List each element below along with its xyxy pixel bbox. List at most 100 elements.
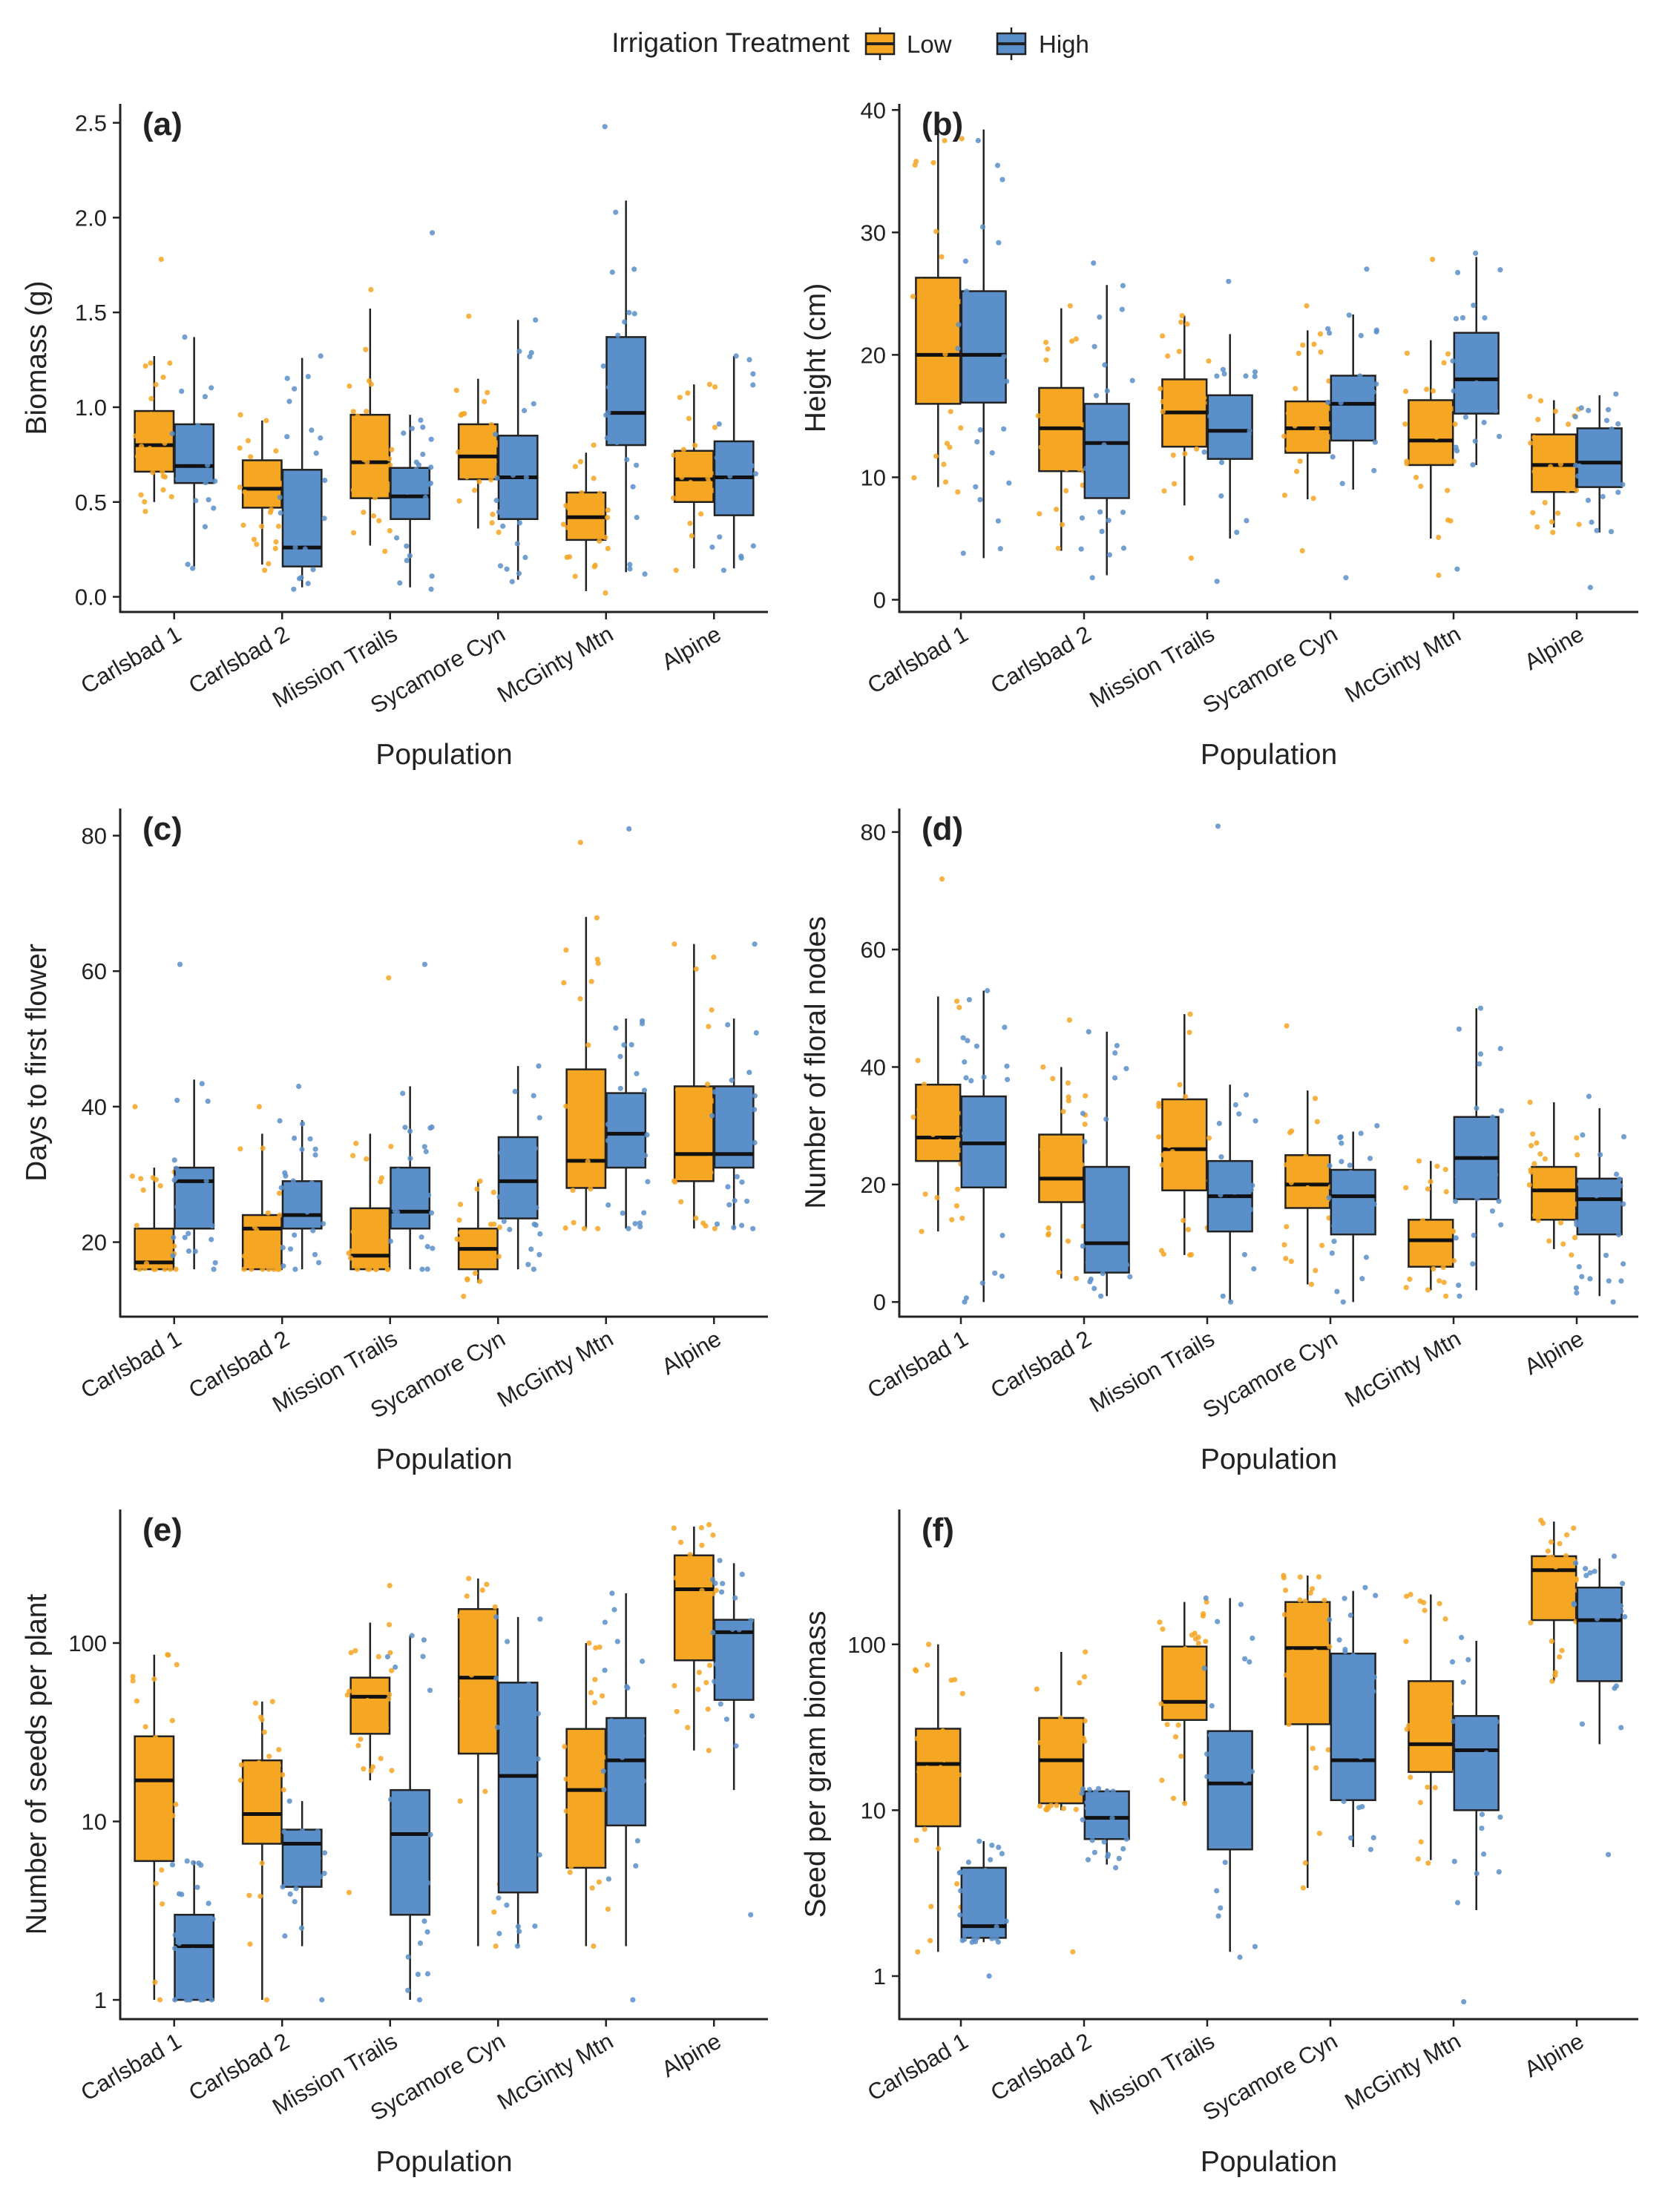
panel-a-low-box-3[interactable] xyxy=(347,286,395,554)
panel-d-low-box-6[interactable] xyxy=(1526,1099,1582,1258)
data-point xyxy=(602,1668,608,1673)
panel-e-high-box-1[interactable] xyxy=(169,1858,216,2003)
data-point xyxy=(179,388,185,395)
panel-c-high-box-4[interactable] xyxy=(496,1063,543,1272)
panel-e-low-box-6[interactable] xyxy=(671,1521,719,1754)
panel-b-low-box-3[interactable] xyxy=(1158,313,1212,562)
panel-a-high-box-6[interactable] xyxy=(709,353,759,573)
panel-c-x-tick-label: Carlsbad 1 xyxy=(76,1326,185,1403)
panel-f-high-box-3[interactable] xyxy=(1201,1595,1258,1961)
data-point xyxy=(370,1705,375,1711)
legend-item-high[interactable]: High xyxy=(994,27,1089,61)
panel-d-low-box-3[interactable] xyxy=(1156,1011,1212,1258)
data-point xyxy=(298,575,304,581)
panel-f-low-box-5[interactable] xyxy=(1403,1591,1459,1866)
panel-d-low-box-1[interactable] xyxy=(910,876,965,1234)
panel-d-high-box-2[interactable] xyxy=(1080,1029,1133,1299)
panel-b-high-box-4[interactable] xyxy=(1325,266,1379,581)
data-point xyxy=(752,1107,758,1113)
data-point xyxy=(1311,341,1317,347)
panel-d-low-box-2[interactable] xyxy=(1038,1017,1090,1282)
panel-f-low-box-3[interactable] xyxy=(1157,1599,1209,1806)
data-point xyxy=(1156,1103,1162,1109)
panel-a-low-box-6[interactable] xyxy=(670,381,718,573)
panel-d-low-box-5[interactable] xyxy=(1403,1158,1457,1299)
data-point xyxy=(190,565,196,571)
panel-d-high-box-6[interactable] xyxy=(1573,1093,1627,1305)
panel-b-high-box-5[interactable] xyxy=(1450,250,1503,572)
panel-e-high-box-5[interactable] xyxy=(600,1590,647,2003)
panel-c-high-box-3[interactable] xyxy=(387,961,436,1272)
data-point xyxy=(633,1863,639,1869)
data-point xyxy=(955,489,961,495)
data-point xyxy=(1483,1750,1489,1756)
panel-e-high-box-4[interactable] xyxy=(493,1614,543,1949)
panel-c-low-box-1[interactable] xyxy=(129,1104,179,1272)
panel-a-high-box-2[interactable] xyxy=(277,353,328,592)
data-point xyxy=(1403,1185,1409,1191)
panel-f-high-box-6[interactable] xyxy=(1571,1553,1628,1857)
data-point xyxy=(1309,1586,1316,1592)
panel-c-low-box-6[interactable] xyxy=(672,941,720,1231)
panel-f-low-box-6[interactable] xyxy=(1528,1517,1580,1684)
data-point xyxy=(708,470,715,476)
panel-f-low-box-2[interactable] xyxy=(1034,1649,1089,1955)
panel-e-low-box-1[interactable] xyxy=(130,1652,180,2003)
panel-b-high-box-6[interactable] xyxy=(1572,391,1626,590)
panel-a-low-box-1[interactable] xyxy=(133,257,175,515)
panel-a-low-box-4[interactable] xyxy=(453,313,502,536)
panel-b-high-box-1[interactable] xyxy=(955,129,1012,559)
panel-d-high-box-5[interactable] xyxy=(1452,1005,1505,1299)
panel-a-low-box-2[interactable] xyxy=(237,412,286,573)
panel-d-high-box-1[interactable] xyxy=(960,987,1011,1305)
panel-e-low-box-2[interactable] xyxy=(237,1699,286,2003)
panel-d-high-box-4[interactable] xyxy=(1326,1123,1380,1305)
panel-c-high-box-1[interactable] xyxy=(170,961,218,1272)
data-point xyxy=(1304,303,1310,309)
panel-b-low-box-5[interactable] xyxy=(1402,257,1458,579)
panel-a-low-box-5[interactable] xyxy=(560,442,611,596)
panel-e-low-box-5[interactable] xyxy=(562,1640,611,1949)
panel-c-high-box-5[interactable] xyxy=(605,826,651,1231)
panel-a-high-box-4[interactable] xyxy=(493,317,539,585)
panel-c-high-box-2[interactable] xyxy=(277,1083,326,1272)
panel-e-high-box-3[interactable] xyxy=(384,1633,433,2003)
data-point xyxy=(936,1846,942,1851)
data-point xyxy=(1198,1125,1204,1130)
panel-c-low-box-5[interactable] xyxy=(561,840,611,1231)
panel-c-low-box-3[interactable] xyxy=(346,975,395,1272)
panel-b-low-box-6[interactable] xyxy=(1527,393,1583,536)
panel-f-high-box-5[interactable] xyxy=(1449,1634,1503,2005)
panel-a-high-box-5[interactable] xyxy=(600,124,648,577)
panel-c-low-box-6-points xyxy=(672,941,720,1231)
panel-a-low-box-1-points xyxy=(133,257,174,515)
panel-f-low-box-4[interactable] xyxy=(1281,1573,1333,1891)
panel-b-high-box-3[interactable] xyxy=(1201,278,1258,585)
panel-c-high-box-6[interactable] xyxy=(709,941,759,1231)
legend-item-low[interactable]: Low xyxy=(863,27,952,61)
panel-b-low-box-4[interactable] xyxy=(1281,303,1335,554)
data-point xyxy=(955,346,961,352)
panel-a-high-box-3[interactable] xyxy=(390,230,436,592)
panel-a-high-box-1[interactable] xyxy=(169,334,218,571)
panel-f-low-box-1[interactable] xyxy=(912,1642,965,1955)
panel-b-low-box-2[interactable] xyxy=(1035,303,1087,551)
data-point xyxy=(1565,487,1571,493)
panel-e-low-box-3[interactable] xyxy=(344,1582,395,1895)
panel-e-high-box-2[interactable] xyxy=(280,1798,328,2003)
data-point xyxy=(1073,336,1079,342)
data-point xyxy=(153,381,159,388)
panel-b-low-box-1[interactable] xyxy=(910,134,967,495)
panel-e-high-box-6[interactable] xyxy=(709,1558,755,1918)
panel-e-low-box-4[interactable] xyxy=(457,1576,502,1949)
data-point xyxy=(247,1941,253,1947)
panel-c-low-box-4[interactable] xyxy=(454,1178,504,1300)
panel-f-high-box-1[interactable] xyxy=(956,1838,1009,1979)
panel-d-low-box-4[interactable] xyxy=(1281,1023,1336,1287)
data-point xyxy=(174,1165,180,1171)
data-point xyxy=(1182,1646,1188,1652)
panel-b-high-box-2[interactable] xyxy=(1078,260,1135,581)
panel-f-high-box-4[interactable] xyxy=(1327,1584,1379,1852)
panel-f-high-box-2[interactable] xyxy=(1079,1785,1130,1871)
panel-d-high-box-3[interactable] xyxy=(1206,823,1258,1305)
